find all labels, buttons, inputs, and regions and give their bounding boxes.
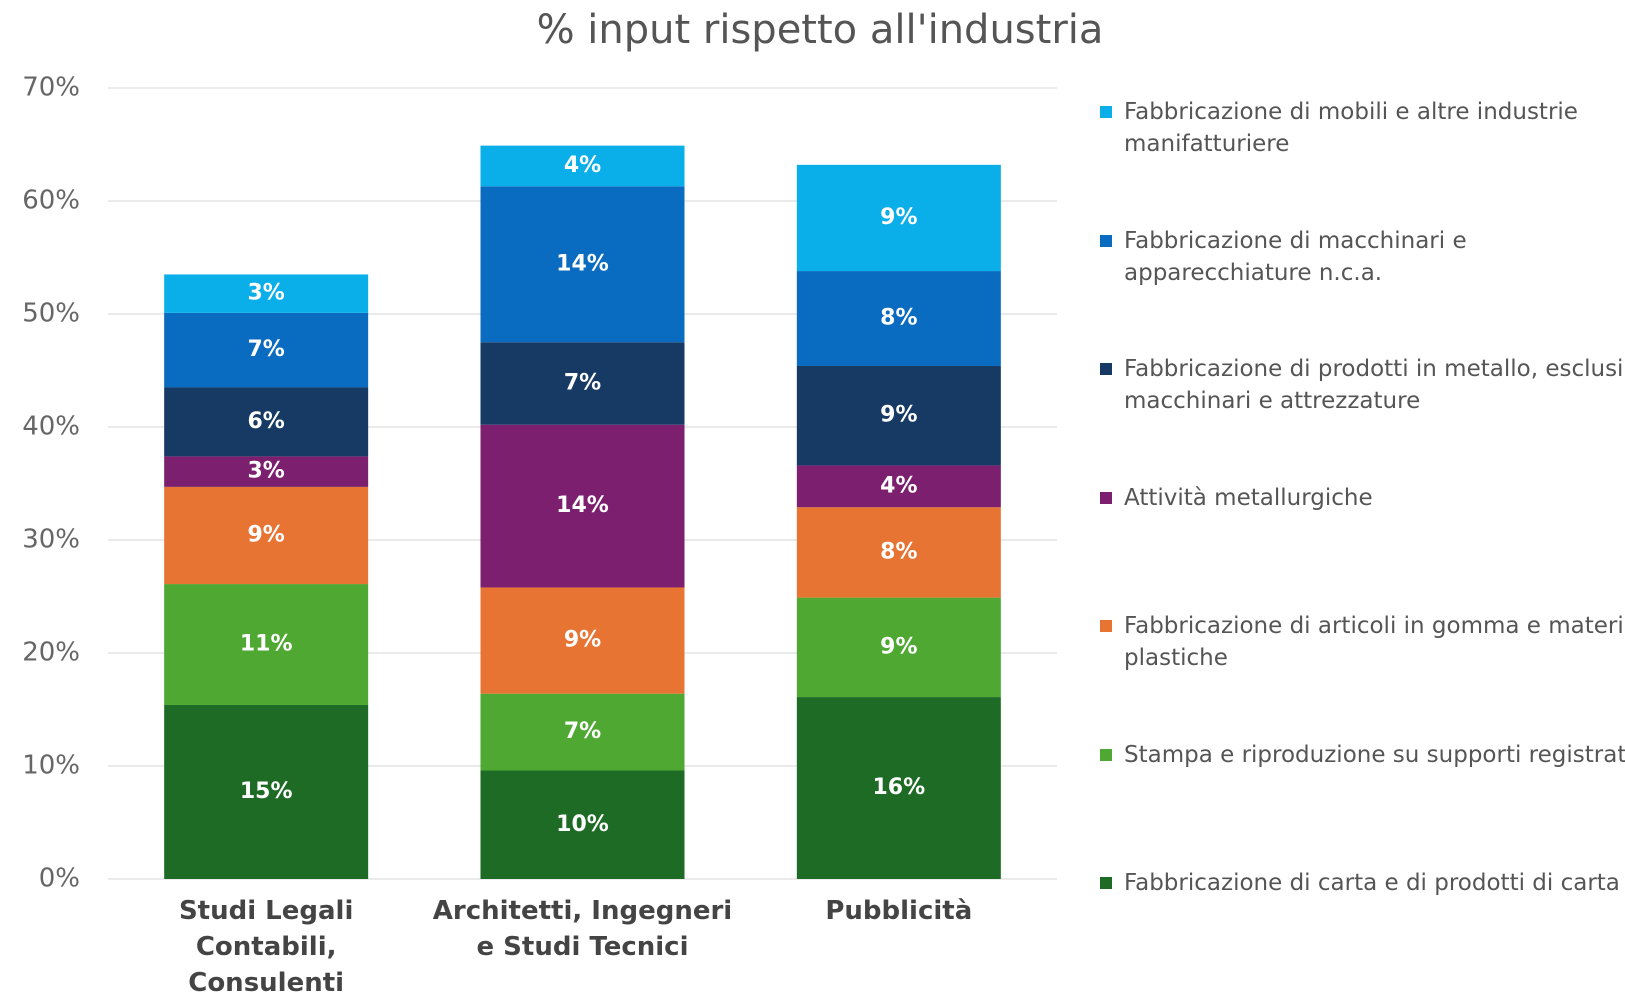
y-tick-label: 30% bbox=[22, 525, 80, 555]
value-label: 9% bbox=[880, 403, 917, 428]
value-label: 9% bbox=[564, 628, 601, 653]
value-label: 16% bbox=[872, 775, 925, 800]
legend-label: Stampa e riproduzione su supporti regist… bbox=[1124, 741, 1625, 768]
value-label: 14% bbox=[556, 251, 609, 276]
legend-swatch bbox=[1100, 748, 1112, 761]
bar-segment bbox=[480, 424, 685, 588]
y-tick-label: 20% bbox=[22, 638, 80, 668]
bar-segment bbox=[480, 342, 685, 425]
chart-title: % input rispetto all'industria bbox=[537, 7, 1104, 53]
y-tick-label: 60% bbox=[22, 186, 80, 216]
value-label: 8% bbox=[880, 539, 917, 564]
legend-item: Fabbricazione di articoli in gomma e mat… bbox=[1100, 610, 1625, 674]
bar-segment bbox=[796, 697, 1001, 879]
value-label: 15% bbox=[240, 779, 293, 804]
legend-item: Fabbricazione di mobili e altre industri… bbox=[1100, 96, 1625, 160]
value-label: 10% bbox=[556, 812, 609, 837]
x-tick-label: Pubblicità bbox=[825, 896, 973, 926]
bar-segment bbox=[796, 164, 1001, 272]
bar-segment bbox=[164, 387, 369, 457]
y-tick-label: 0% bbox=[39, 864, 80, 894]
value-label: 9% bbox=[880, 205, 917, 230]
bar-segment bbox=[164, 274, 369, 313]
y-tick-label: 10% bbox=[22, 751, 80, 781]
legend-item: Fabbricazione di macchinari e apparecchi… bbox=[1100, 225, 1625, 289]
y-tick-label: 50% bbox=[22, 299, 80, 329]
bar-segment bbox=[164, 584, 369, 705]
legend-label: Fabbricazione di mobili e altre industri… bbox=[1124, 99, 1578, 157]
bar-segment bbox=[480, 693, 685, 771]
legend-label: Fabbricazione di macchinari e apparecchi… bbox=[1124, 227, 1467, 286]
legend-swatch bbox=[1100, 234, 1112, 247]
value-label: 6% bbox=[247, 409, 284, 434]
legend-item: Stampa e riproduzione su supporti regist… bbox=[1100, 739, 1625, 771]
value-label: 3% bbox=[247, 281, 284, 306]
legend-swatch bbox=[1100, 363, 1112, 375]
legend-label: Fabbricazione di articoli in gomma e mat… bbox=[1124, 613, 1625, 671]
legend-swatch bbox=[1100, 106, 1112, 118]
bar-segment bbox=[480, 186, 685, 343]
bar-segment bbox=[796, 365, 1001, 466]
bar-segment bbox=[796, 465, 1001, 508]
legend-swatch bbox=[1100, 877, 1112, 889]
bar-segment bbox=[164, 456, 369, 487]
bar-segment bbox=[796, 507, 1001, 598]
legend-label: Attività metallurgiche bbox=[1124, 484, 1373, 511]
bar-segment bbox=[796, 271, 1001, 366]
value-label: 7% bbox=[564, 719, 601, 744]
value-label: 11% bbox=[240, 632, 293, 657]
value-label: 4% bbox=[564, 153, 601, 178]
legend-label: Fabbricazione di prodotti in metallo, es… bbox=[1124, 356, 1624, 414]
value-label: 14% bbox=[556, 493, 609, 518]
value-label: 4% bbox=[880, 473, 917, 498]
x-tick-label: Studi Legali Contabili, Consulenti bbox=[178, 896, 354, 998]
x-tick-label: Architetti, Ingegneri e Studi Tecnici bbox=[432, 896, 733, 962]
bar-segment bbox=[796, 597, 1001, 698]
value-label: 7% bbox=[247, 337, 284, 362]
legend-item: Fabbricazione di prodotti in metallo, es… bbox=[1100, 353, 1625, 417]
value-label: 9% bbox=[247, 522, 284, 547]
bar-segment bbox=[164, 312, 369, 388]
y-tick-label: 70% bbox=[22, 73, 80, 103]
legend-label: Fabbricazione di carta e di prodotti di … bbox=[1124, 870, 1620, 896]
legend-swatch bbox=[1100, 491, 1112, 504]
bar-segment bbox=[164, 704, 369, 879]
bar-segment bbox=[480, 145, 685, 187]
y-tick-label: 40% bbox=[22, 412, 80, 442]
bar-segment bbox=[164, 486, 369, 585]
legend-item: Fabbricazione di carta e di prodotti di … bbox=[1100, 867, 1625, 899]
bar-segment bbox=[480, 587, 685, 694]
value-label: 3% bbox=[247, 459, 284, 484]
legend-item: Attività metallurgiche bbox=[1100, 482, 1625, 514]
bar-segment bbox=[480, 770, 685, 879]
value-label: 7% bbox=[564, 370, 601, 395]
value-label: 8% bbox=[880, 306, 917, 331]
value-label: 9% bbox=[880, 634, 917, 659]
legend-swatch bbox=[1100, 620, 1112, 632]
